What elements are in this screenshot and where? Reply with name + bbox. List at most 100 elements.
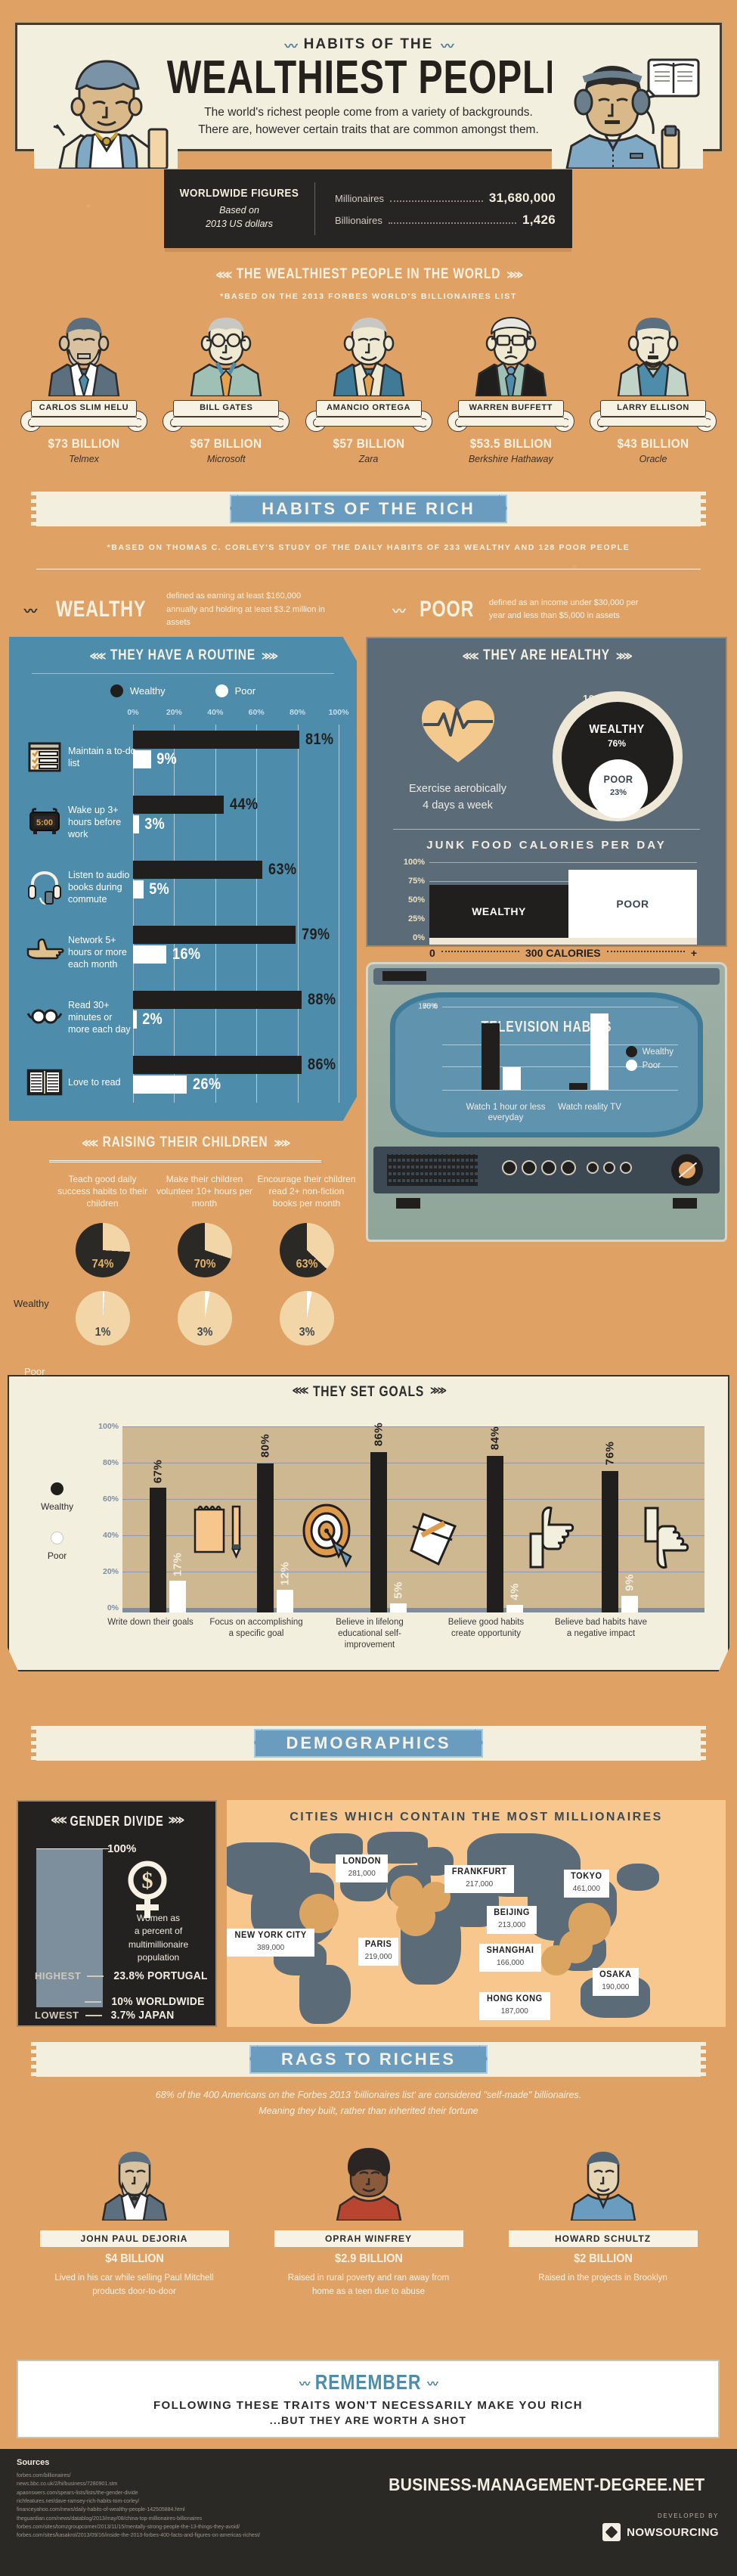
- goal-bar-poor-3: 5%: [390, 1581, 407, 1612]
- dot-leader: [388, 222, 516, 224]
- agency-credit[interactable]: NOWSOURCING: [602, 2523, 719, 2541]
- portrait-carlos-slim-helu: [48, 318, 120, 399]
- chevrons-right-icon: ≫≫: [262, 649, 278, 662]
- tv-top-block: [382, 971, 426, 981]
- axis-tick: 75%: [422, 1002, 438, 1011]
- dot-leader: [606, 951, 685, 952]
- source-item[interactable]: financeyahoo.com/news/daily-habits-of-we…: [17, 2507, 185, 2513]
- tv-dial[interactable]: [671, 1154, 703, 1186]
- billionaire-card: WARREN BUFFETT $53.5 BILLION Berkshire H…: [444, 315, 578, 464]
- gender-caption-2: a percent of: [134, 1926, 183, 1937]
- goals-baseline: [122, 1608, 704, 1612]
- axis-tick: 100%: [418, 1002, 438, 1011]
- bar-group: 81% 9%: [133, 731, 339, 768]
- children-title-row: ≪≪ RAISING THEIR CHILDREN ≫≫: [39, 1134, 330, 1151]
- millionaires-value: 31,680,000: [488, 190, 556, 205]
- legend-item-wealthy: Wealthy: [625, 1046, 674, 1057]
- pie-poor-3: 3%: [279, 1291, 334, 1345]
- scroll-bar: [315, 417, 422, 427]
- junkfood-y-axis: 100% 75% 50% 25% 0%: [396, 858, 425, 942]
- billionaire-name: LARRY ELLISON: [600, 400, 706, 417]
- source-item[interactable]: richfeatures.net/dave-ramsey-rich-habits…: [17, 2498, 140, 2504]
- gender-value-worldwide: 10% WORLDWIDE: [111, 1995, 205, 2008]
- source-item[interactable]: forbes.com/billionaires/: [17, 2473, 71, 2478]
- name-scroll: BILL GATES: [163, 400, 290, 432]
- portrait-amancio-ortega: [333, 318, 404, 398]
- axis-tick: 40%: [102, 1531, 119, 1540]
- worldwide-figures-panel: WORLDWIDE FIGURES Based on 2013 US dolla…: [164, 169, 572, 248]
- goal-bar-poor-2: 12%: [277, 1562, 293, 1612]
- gender-row-worldwide: 10% WORLDWIDE: [85, 1995, 209, 2008]
- glasses-icon: [23, 1007, 67, 1027]
- wealthiest-subtitle: *BASED ON THE 2013 FORBES WORLD'S BILLIO…: [220, 292, 517, 301]
- tv-knob[interactable]: [620, 1162, 632, 1174]
- billionaire-company: Telmex: [69, 454, 99, 464]
- tv-knob[interactable]: [603, 1162, 615, 1174]
- children-row-label-wealthy: Wealthy: [14, 1298, 49, 1309]
- bar-poor: 26%: [133, 1075, 339, 1094]
- millionaire-cities-map: CITIES WHICH CONTAIN THE MOST MILLIONAIR…: [227, 1800, 726, 2027]
- scale-mid: 300 CALORIES: [525, 947, 601, 959]
- axis-tick: 40%: [207, 708, 224, 717]
- routine-label: Maintain a to-do list: [68, 745, 136, 768]
- worldwide-row: Billionaires 1,426: [335, 213, 556, 228]
- chevrons-left-icon: ≪≪: [82, 1136, 98, 1149]
- axis-tick: 20%: [166, 708, 182, 717]
- nowsourcing-logo-icon: [602, 2523, 621, 2541]
- definition-word-poor: POOR: [419, 597, 474, 622]
- source-item[interactable]: apaonswers.com/spears-lists/lists/the-ge…: [17, 2490, 138, 2496]
- rags-desc-line1: 68% of the 400 Americans on the Forbes 2…: [155, 2090, 582, 2100]
- goal-xlabel-3: Believe in lifelong educational self-imp…: [336, 1618, 404, 1650]
- gender-tag-highest: HIGHEST: [35, 1970, 82, 1982]
- bar-wealthy: 63%: [133, 861, 339, 879]
- routine-legend: Wealthy Poor: [18, 684, 348, 697]
- children-question: Make their children volunteer 10+ hours …: [156, 1174, 253, 1209]
- venn-poor-circle: [589, 759, 648, 818]
- tv-knob[interactable]: [561, 1160, 576, 1175]
- divider: [49, 1160, 321, 1162]
- city-label-new-york-city: NEW YORK CITY 389,000: [227, 1929, 315, 1957]
- routine-row-wakeup: 5:00 Wake up 3+ hours before work 44% 3%: [18, 790, 348, 855]
- bar-wealthy: 44%: [133, 796, 339, 814]
- goals-panel: ≪≪ THEY SET GOALS ≫≫ 100% 80% 60% 40% 20…: [8, 1375, 729, 1671]
- pie-value-poor: 1%: [94, 1326, 110, 1339]
- tv-xlabel-1: Watch 1 hour or less everyday: [466, 1103, 546, 1123]
- junkfood-scale: 0 300 CALORIES +: [429, 947, 697, 959]
- chevrons-right-icon: ≫≫: [168, 1814, 184, 1826]
- goals-legend: Wealthy Poor: [41, 1482, 73, 1561]
- remember-title: REMEMBER: [314, 2370, 422, 2394]
- tv-knob[interactable]: [541, 1160, 556, 1175]
- bar-poor: 9%: [133, 750, 339, 768]
- source-item[interactable]: news.bbc.co.uk/2/hi/business/7280901.stm: [17, 2481, 118, 2488]
- billionaire-company: Zara: [358, 454, 379, 464]
- goal-value-wealthy-3: 86%: [372, 1423, 386, 1447]
- source-item[interactable]: forbes.com/sites/tomzgroupcorner/2013/11…: [17, 2524, 240, 2530]
- tv-knob[interactable]: [522, 1160, 537, 1175]
- source-item[interactable]: theguardian.com/news/datablog/2013/may/0…: [17, 2515, 203, 2522]
- svg-text:$: $: [142, 1868, 153, 1893]
- header-subtitle-line1: The world's richest people come from a v…: [204, 106, 533, 119]
- name-scroll: AMANCIO ORTEGA: [305, 400, 432, 432]
- source-item[interactable]: forbes.com/sites/kasakrol/2013/09/16/ins…: [17, 2533, 261, 2539]
- bubble-hong-kong: [541, 1945, 571, 1975]
- goals-title: THEY SET GOALS: [312, 1384, 425, 1400]
- tv-knob[interactable]: [502, 1160, 517, 1175]
- worldwide-based-2: 2013 US dollars: [206, 219, 273, 229]
- goal-bar-wealthy-3: 86%: [370, 1423, 387, 1612]
- name-scroll: WARREN BUFFETT: [447, 400, 574, 432]
- brand-url[interactable]: BUSINESS-MANAGEMENT-DEGREE.NET: [389, 2475, 705, 2494]
- gender-tag-lowest: LOWEST: [35, 2010, 79, 2021]
- tv-knob[interactable]: [587, 1162, 599, 1174]
- developed-by-label: DEVELOPED BY: [657, 2512, 719, 2519]
- worldwide-left: WORLDWIDE FIGURES Based on 2013 US dolla…: [164, 182, 315, 236]
- legend-item-poor: Poor: [625, 1060, 674, 1071]
- venn-wealthy-label: WEALTHY: [589, 723, 645, 736]
- bar-poor: 3%: [133, 815, 339, 833]
- demographics-banner-label: DEMOGRAPHICS: [254, 1729, 483, 1758]
- junkfood-baseline: [429, 938, 697, 945]
- pie-value-wealthy: 70%: [194, 1258, 215, 1271]
- routine-label: Wake up 3+ hours before work: [68, 804, 122, 840]
- children-col-3: Encourage their children read 2+ non-fic…: [255, 1173, 358, 1345]
- rag-name: HOWARD SCHULTZ: [508, 2230, 698, 2247]
- children-question: Encourage their children read 2+ non-fic…: [257, 1174, 356, 1209]
